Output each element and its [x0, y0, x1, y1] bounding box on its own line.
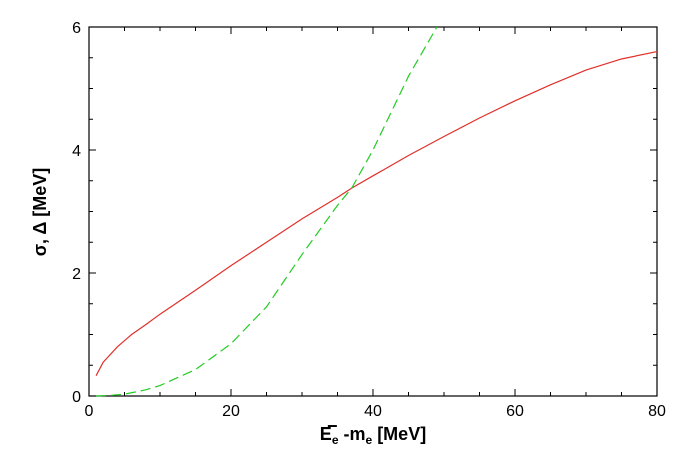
x-tick-label: 0 — [85, 403, 94, 420]
x-tick-label: 60 — [506, 403, 524, 420]
y-tick-label: 2 — [72, 266, 81, 283]
y-tick-label: 0 — [72, 389, 81, 406]
x-axis-label-unit: [MeV] — [372, 424, 426, 444]
series-line-1 — [95, 51, 658, 376]
x-axis-label-sub1: e — [332, 433, 339, 447]
x-tick-label: 40 — [364, 403, 382, 420]
plot-area — [88, 26, 658, 397]
x-tick-label: 80 — [648, 403, 666, 420]
series-layer — [95, 26, 658, 397]
y-axis-label: σ, Δ [MeV] — [30, 168, 50, 257]
x-axis-label-sub2: e — [366, 433, 373, 447]
x-axis-label-sep: -m — [339, 424, 366, 444]
x-axis-label: Ee -me [MeV] — [320, 424, 426, 447]
series-line-2 — [96, 26, 438, 397]
x-tick-label: 20 — [222, 403, 240, 420]
tick-labels-layer: 0 20 40 60 80 0 2 4 6 — [72, 20, 666, 420]
x-axis-label-main: E — [320, 424, 332, 444]
y-tick-label: 4 — [72, 143, 81, 160]
y-tick-label: 6 — [72, 20, 81, 37]
x-axis-label-bar: − — [327, 416, 338, 436]
ticks-layer — [88, 26, 658, 397]
